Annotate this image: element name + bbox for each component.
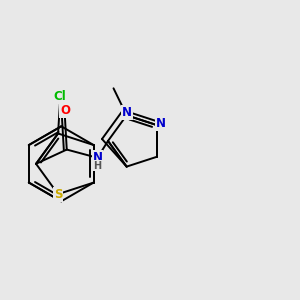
- Text: N: N: [156, 117, 166, 130]
- Text: Cl: Cl: [54, 90, 66, 103]
- Text: H: H: [93, 161, 102, 171]
- Text: S: S: [54, 188, 62, 201]
- Text: N: N: [122, 106, 132, 119]
- Text: N: N: [92, 151, 103, 164]
- Text: O: O: [60, 104, 70, 117]
